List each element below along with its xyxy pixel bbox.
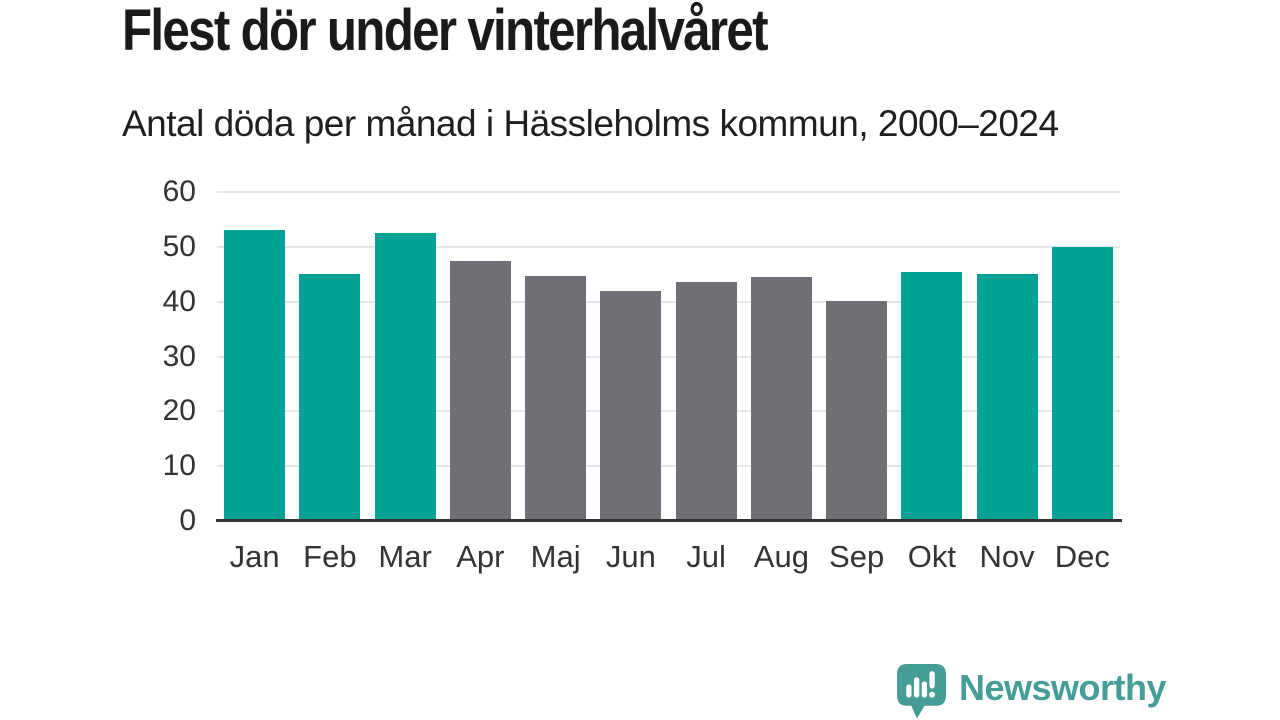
y-tick-label-10: 10 [162,449,196,483]
bar-jan [224,230,286,521]
chart-title: Flest dör under vinterhalvåret [122,0,769,63]
gridline-40 [217,300,1120,303]
x-tick-label-sep: Sep [829,539,885,574]
bar-apr [449,260,511,521]
y-tick-label-30: 30 [162,339,196,373]
bar-dec [1051,246,1113,521]
y-tick-label-0: 0 [179,504,196,537]
x-tick-label-mar: Mar [378,539,432,574]
y-tick-label-40: 40 [162,284,196,318]
gridline-20 [217,410,1120,413]
gridline-30 [217,355,1120,358]
y-tick-label-60: 60 [162,175,196,208]
bar-feb [299,274,361,521]
x-axis-line [216,519,1122,522]
x-tick-label-jul: Jul [686,539,726,574]
bar-okt [901,271,963,521]
x-tick-label-maj: Maj [530,539,581,574]
y-tick-label-20: 20 [162,394,196,428]
bar-nov [976,274,1038,521]
gridline-60 [217,191,1120,193]
bar-sep [826,300,888,521]
x-tick-label-dec: Dec [1054,539,1110,574]
newsworthy-wordmark: Newsworthy [959,667,1167,708]
x-tick-label-nov: Nov [979,539,1035,574]
x-tick-label-aug: Aug [753,539,809,574]
bar-maj [525,275,587,521]
bar-mar [374,233,436,521]
gridline-50 [217,245,1120,248]
bar-aug [750,276,812,521]
x-tick-label-okt: Okt [907,539,956,574]
x-tick-label-apr: Apr [456,539,505,574]
chart-subtitle: Antal döda per månad i Hässleholms kommu… [122,103,1059,144]
bar-jun [600,290,662,521]
x-tick-label-jan: Jan [229,539,280,574]
newsworthy-icon [897,664,946,719]
y-tick-label-50: 50 [162,229,196,263]
x-tick-label-feb: Feb [303,539,357,574]
newsworthy-logo: Newsworthy [897,664,1167,719]
bar-jul [675,282,737,521]
x-tick-label-jun: Jun [605,539,656,574]
gridline-10 [217,465,1120,468]
